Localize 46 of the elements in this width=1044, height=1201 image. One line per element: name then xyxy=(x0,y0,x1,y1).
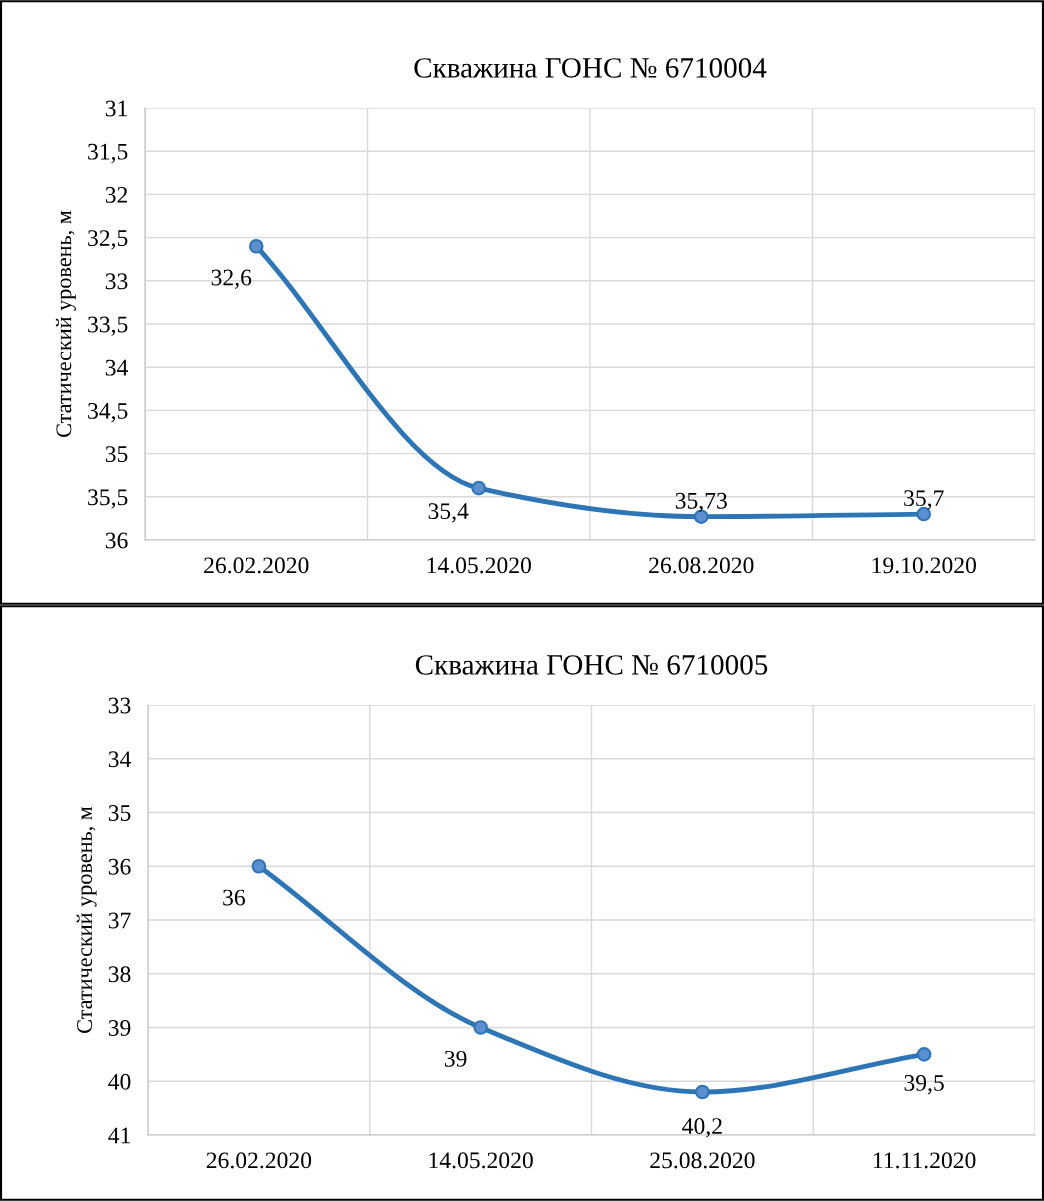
x-tick-label: 11.11.2020 xyxy=(873,1152,976,1169)
data-label: 40,2 xyxy=(682,1118,722,1138)
y-tick-label: 35 xyxy=(105,446,128,463)
x-tick-label: 26.02.2020 xyxy=(204,557,309,574)
y-tick-label: 34,5 xyxy=(88,402,128,423)
y-tick-label: 31 xyxy=(105,100,127,117)
y-tick-label: 38 xyxy=(108,966,131,983)
y-tick-label: 33,5 xyxy=(88,316,128,336)
data-label: 39 xyxy=(444,1050,467,1067)
data-label: 35,4 xyxy=(428,503,469,523)
y-axis-title: Статический уровень, м xyxy=(76,806,97,1033)
y-axis-title: Статический уровень, м xyxy=(55,210,76,437)
point xyxy=(916,1047,932,1062)
point xyxy=(695,1084,710,1100)
data-label: 35,73 xyxy=(675,492,727,513)
data-label: 39,5 xyxy=(904,1074,944,1095)
data-label: 32,6 xyxy=(211,269,252,289)
y-tick-label: 31,5 xyxy=(88,143,128,164)
y-tick-label: 41 xyxy=(108,1127,130,1144)
y-tick-label: 34 xyxy=(105,359,128,376)
data-label: 35,7 xyxy=(904,490,944,510)
y-tick-label: 40 xyxy=(108,1073,131,1090)
point xyxy=(471,480,487,496)
x-tick-label: 26.02.2020 xyxy=(206,1152,312,1169)
y-tick-label: 33 xyxy=(105,273,128,290)
x-tick-label: 19.10.2020 xyxy=(872,557,976,574)
chart-title: Скважина ГОНС № 6710004 xyxy=(414,58,767,78)
point xyxy=(473,1020,488,1035)
point xyxy=(251,858,267,874)
x-tick-label: 26.08.2020 xyxy=(649,557,754,574)
y-tick-label: 39 xyxy=(108,1020,131,1036)
x-tick-label: 14.05.2020 xyxy=(429,1152,533,1169)
y-tick-label: 37 xyxy=(108,912,131,929)
y-tick-label: 33 xyxy=(108,697,131,714)
y-tick-label: 32 xyxy=(105,186,128,203)
y-tick-label: 36 xyxy=(108,858,131,875)
point xyxy=(248,238,264,254)
y-tick-label: 35,5 xyxy=(88,489,128,509)
y-tick-label: 32,5 xyxy=(88,230,128,250)
y-tick-label: 35 xyxy=(108,805,131,821)
chart-title: Скважина ГОНС № 6710005 xyxy=(415,655,768,675)
x-tick-label: 14.05.2020 xyxy=(427,557,531,574)
y-tick-label: 34 xyxy=(108,751,131,768)
data-label: 36 xyxy=(223,889,245,906)
x-tick-label: 25.08.2020 xyxy=(650,1152,755,1169)
y-tick-label: 36 xyxy=(105,532,128,549)
